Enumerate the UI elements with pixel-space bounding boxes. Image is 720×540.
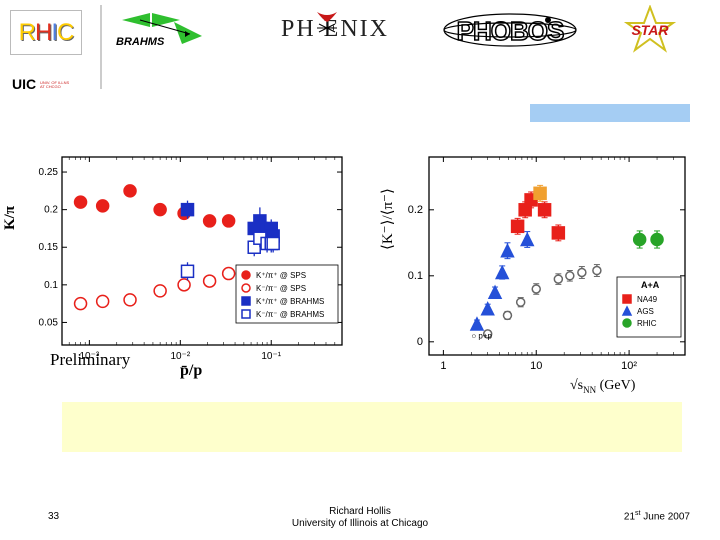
svg-text:0.1: 0.1 (44, 280, 58, 291)
uic-sublabel: UNIV. OF ILLNS AT CHCGO (40, 81, 74, 89)
brahms-label: BRAHMS (116, 36, 164, 48)
svg-text:0.25: 0.25 (39, 167, 59, 178)
svg-text:10²: 10² (621, 360, 637, 372)
svg-text:K⁻/π⁻ @ BRAHMS: K⁻/π⁻ @ BRAHMS (256, 310, 324, 319)
svg-text:0: 0 (417, 336, 423, 348)
svg-text:10: 10 (530, 360, 542, 372)
star-label: STAR (631, 22, 669, 38)
left-chart: 0.050.10.150.20.2510⁻³10⁻²10⁻¹K⁺/π⁺ @ SP… (18, 145, 348, 380)
svg-text:AGS: AGS (637, 307, 654, 316)
svg-text:K⁻/π⁻ @ SPS: K⁻/π⁻ @ SPS (256, 284, 306, 293)
phenix-logo: PH ENIX (265, 12, 405, 47)
header-logos: RHIC BRAHMS PH ENIX PHOBOS (0, 0, 720, 80)
phobos-logo: PHOBOS (440, 10, 580, 52)
svg-text:A+A: A+A (641, 280, 660, 290)
header-divider (100, 5, 102, 89)
svg-text:K⁺/π⁺ @ SPS: K⁺/π⁺ @ SPS (256, 271, 306, 280)
preliminary-label: Preliminary (50, 350, 130, 370)
svg-text:0.1: 0.1 (408, 270, 423, 282)
footer-affil-text: University of Illinois at Chicago (292, 518, 428, 529)
right-chart: 0 0.1 0.2 1 10 10² A+A NA49 AGS RHIC ○ p+p (385, 145, 695, 380)
left-chart-ylabel: K/π (2, 206, 19, 230)
svg-text:1: 1 (440, 360, 446, 372)
right-chart-ylabel: ⟨K⁻⟩/⟨π⁻⟩ (378, 188, 397, 250)
left-chart-xlabel: p̄/p (180, 362, 202, 380)
yellow-band (62, 402, 682, 452)
svg-text:K⁺/π⁺ @ BRAHMS: K⁺/π⁺ @ BRAHMS (256, 297, 324, 306)
footer: 33 Richard Hollis University of Illinois… (0, 500, 720, 540)
footer-date: 21st June 2007 (624, 510, 690, 522)
rhic-logo: RHIC (10, 10, 82, 55)
right-chart-xlabel: √sNN (GeV) (570, 378, 635, 395)
page-number: 33 (48, 511, 59, 522)
footer-affiliation: Richard Hollis University of Illinois at… (260, 506, 460, 530)
svg-text:0.15: 0.15 (39, 242, 59, 253)
svg-text:NA49: NA49 (637, 295, 658, 304)
svg-text:0.2: 0.2 (408, 204, 423, 216)
svg-text:10⁻²: 10⁻² (170, 351, 190, 362)
blue-bar (530, 104, 690, 122)
svg-text:0.05: 0.05 (39, 317, 59, 328)
uic-label: UIC (12, 76, 36, 92)
star-logo: STAR (610, 5, 690, 55)
brahms-logo: BRAHMS (110, 10, 205, 50)
svg-text:0.2: 0.2 (44, 205, 58, 216)
footer-author: Richard Hollis (329, 506, 391, 517)
svg-text:○ p+p: ○ p+p (471, 332, 492, 341)
uic-logo: UIC UNIV. OF ILLNS AT CHCGO (12, 76, 74, 92)
svg-text:RHIC: RHIC (637, 319, 657, 328)
svg-text:10⁻¹: 10⁻¹ (261, 351, 281, 362)
